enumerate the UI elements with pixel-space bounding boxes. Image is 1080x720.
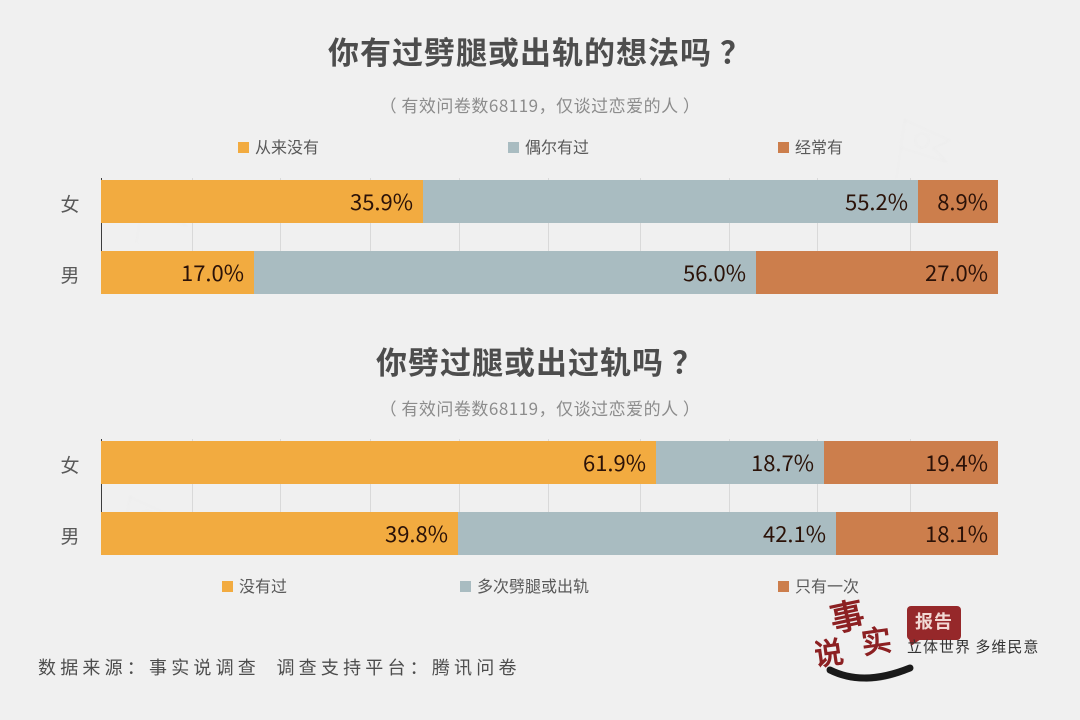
svg-text:实: 实: [859, 623, 893, 661]
